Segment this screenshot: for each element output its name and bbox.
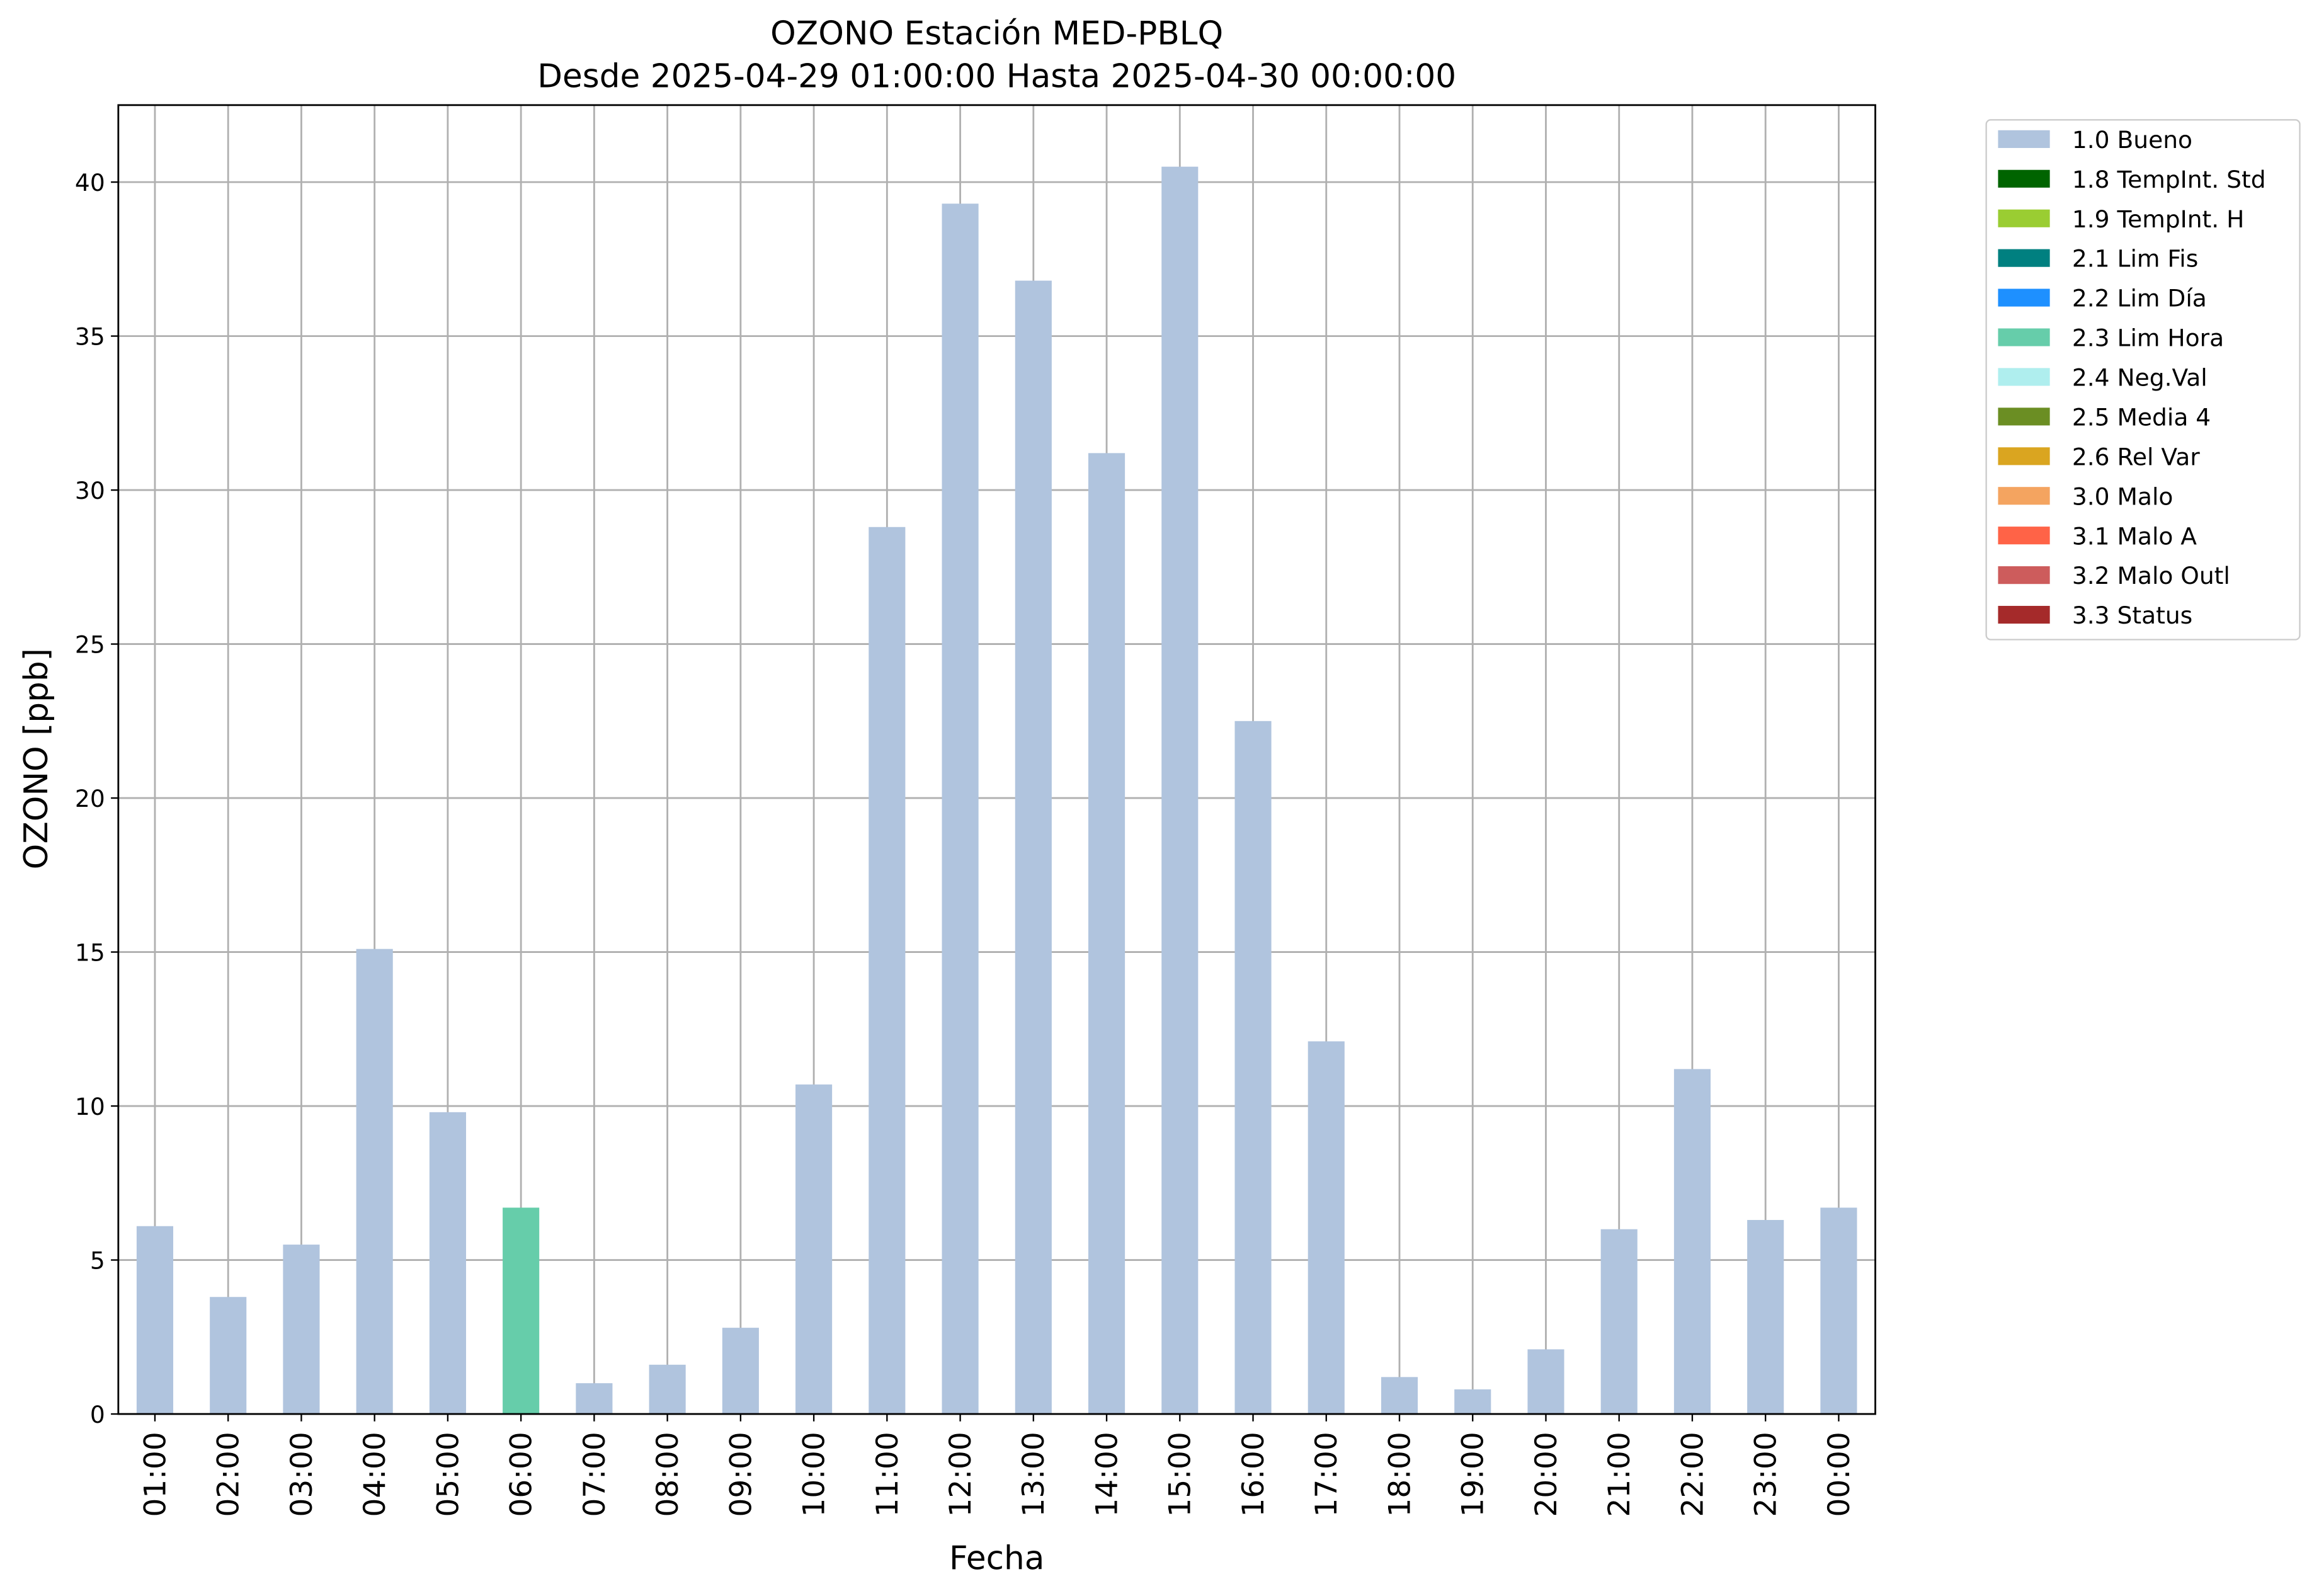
legend-swatch bbox=[1998, 566, 2050, 584]
axes: 0 5 10 15 20 25 30 35 40 01:00 02:00 03:00 04:00 05:0… bbox=[75, 104, 1876, 1517]
plot-frame bbox=[117, 104, 1876, 1415]
legend-swatch bbox=[1998, 209, 2050, 227]
x-tick-label: 23:00 bbox=[1749, 1432, 1784, 1517]
legend-label: 2.5 Media 4 bbox=[2072, 403, 2211, 431]
legend-label: 3.1 Malo A bbox=[2072, 522, 2197, 550]
x-tick-label: 00:00 bbox=[1822, 1432, 1857, 1517]
bar bbox=[136, 1226, 174, 1415]
x-tick-label: 19:00 bbox=[1456, 1432, 1491, 1517]
legend-label: 2.2 Lim Día bbox=[2072, 285, 2207, 312]
chart-subtitle: Desde 2025-04-29 01:00:00 Hasta 2025-04-… bbox=[537, 58, 1456, 96]
x-tick-label: 12:00 bbox=[943, 1432, 978, 1517]
legend-swatch bbox=[1998, 487, 2050, 505]
bar bbox=[1600, 1229, 1638, 1415]
y-tick-label: 20 bbox=[75, 785, 105, 812]
bar bbox=[1088, 453, 1125, 1415]
x-tick-label: 22:00 bbox=[1675, 1432, 1710, 1517]
bar bbox=[1161, 166, 1199, 1415]
bar bbox=[649, 1364, 686, 1415]
legend-label: 3.0 Malo bbox=[2072, 482, 2174, 510]
bar bbox=[795, 1084, 833, 1415]
bar bbox=[1747, 1219, 1784, 1415]
x-tick-label: 21:00 bbox=[1602, 1432, 1637, 1517]
bar bbox=[356, 949, 393, 1415]
y-tick-label: 5 bbox=[90, 1247, 105, 1275]
legend-label: 1.0 Bueno bbox=[2072, 126, 2192, 154]
legend-label: 2.4 Neg.Val bbox=[2072, 364, 2208, 392]
bar bbox=[1673, 1069, 1711, 1415]
legend-swatch bbox=[1998, 249, 2050, 267]
y-tick-label: 0 bbox=[90, 1401, 105, 1428]
legend-swatch bbox=[1998, 288, 2050, 307]
x-tick-label: 01:00 bbox=[138, 1432, 173, 1517]
x-tick-label: 04:00 bbox=[358, 1432, 392, 1517]
x-tick-label: 10:00 bbox=[797, 1432, 832, 1517]
bar bbox=[1308, 1041, 1345, 1415]
x-tick-label: 07:00 bbox=[578, 1432, 612, 1517]
x-tick-label: 09:00 bbox=[724, 1432, 758, 1517]
y-tick-label: 25 bbox=[75, 631, 105, 659]
chart-title: OZONO Estación MED-PBLQ bbox=[770, 15, 1223, 53]
x-tick-label: 06:00 bbox=[504, 1432, 539, 1517]
legend-label: 1.8 TempInt. Std bbox=[2072, 166, 2266, 193]
bar bbox=[210, 1297, 247, 1415]
legend-frame bbox=[1985, 119, 2301, 641]
y-tick-label: 30 bbox=[75, 477, 105, 504]
x-axis-label: Fecha bbox=[949, 1540, 1044, 1578]
bars bbox=[136, 166, 1857, 1415]
x-tick-label: 18:00 bbox=[1382, 1432, 1417, 1517]
bar bbox=[429, 1112, 466, 1415]
bar bbox=[722, 1328, 759, 1415]
legend-label: 1.9 TempInt. H bbox=[2072, 205, 2245, 233]
x-tick-label: 11:00 bbox=[870, 1432, 905, 1517]
y-tick-label: 40 bbox=[75, 169, 105, 197]
y-tick-label: 35 bbox=[75, 323, 105, 351]
x-tick-label: 20:00 bbox=[1529, 1432, 1564, 1517]
legend-swatch bbox=[1998, 368, 2050, 386]
x-tick-label: 14:00 bbox=[1090, 1432, 1124, 1517]
x-tick-label: 08:00 bbox=[651, 1432, 685, 1517]
x-tick-label: 03:00 bbox=[285, 1432, 319, 1517]
legend-label: 2.1 Lim Fis bbox=[2072, 245, 2198, 273]
bar bbox=[576, 1383, 613, 1415]
legend-swatch bbox=[1998, 605, 2050, 624]
x-tick-label: 02:00 bbox=[212, 1432, 246, 1517]
y-tick-label: 10 bbox=[75, 1093, 105, 1120]
bar bbox=[869, 527, 906, 1415]
bar bbox=[283, 1245, 320, 1415]
legend-swatch bbox=[1998, 130, 2050, 148]
y-tick-label: 15 bbox=[75, 939, 105, 967]
legend: 1.0 Bueno 1.8 TempInt. Std 1.9 TempInt. H 2… bbox=[1985, 119, 2301, 641]
bar bbox=[1234, 721, 1272, 1415]
bar bbox=[503, 1207, 540, 1415]
x-tick-label: 05:00 bbox=[431, 1432, 465, 1517]
legend-label: 2.3 Lim Hora bbox=[2072, 324, 2224, 352]
legend-swatch bbox=[1998, 408, 2050, 426]
legend-label: 2.6 Rel Var bbox=[2072, 443, 2200, 470]
x-tick-label: 15:00 bbox=[1163, 1432, 1198, 1517]
legend-label: 3.3 Status bbox=[2072, 601, 2192, 629]
legend-swatch bbox=[1998, 527, 2050, 545]
x-tick-label: 13:00 bbox=[1017, 1432, 1051, 1517]
x-tick-label: 16:00 bbox=[1236, 1432, 1271, 1517]
bar bbox=[942, 203, 979, 1415]
legend-swatch bbox=[1998, 169, 2050, 188]
y-axis-label: OZONO [ppb] bbox=[18, 648, 55, 869]
bar bbox=[1015, 280, 1052, 1415]
legend-label: 3.2 Malo Outl bbox=[2072, 562, 2230, 590]
legend-swatch bbox=[1998, 447, 2050, 465]
bar bbox=[1527, 1349, 1564, 1415]
bar bbox=[1454, 1389, 1491, 1415]
legend-swatch bbox=[1998, 328, 2050, 346]
x-tick-label: 17:00 bbox=[1309, 1432, 1344, 1517]
bar bbox=[1820, 1207, 1857, 1415]
bar bbox=[1381, 1377, 1418, 1415]
